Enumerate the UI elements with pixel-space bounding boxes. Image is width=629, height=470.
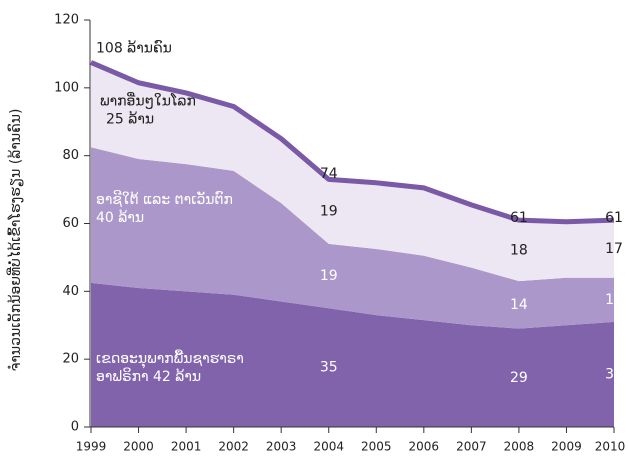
y-tick-label: 100 [54, 80, 79, 95]
total-label: 74 [320, 166, 338, 182]
total-label: 61 [510, 210, 528, 226]
x-tick-label: 1999 [76, 440, 107, 454]
x-tick-label: 2003 [266, 440, 297, 454]
x-tick-label: 2009 [551, 440, 582, 454]
series-name-line: ເຂດອະນຸພາກພື້ນຊາຮາຣາ [96, 349, 244, 368]
area [91, 147, 614, 329]
x-tick-label: 2004 [313, 440, 344, 454]
data-label: 19 [320, 268, 338, 284]
series-name-line: 40 ລ້ານ [96, 209, 144, 226]
x-tick-label: 2007 [456, 440, 487, 454]
y-tick-label: 20 [62, 352, 79, 367]
series-name: ພາກອື່ນໆໃນໂລກ 25 ລ້ານ [100, 91, 196, 127]
series-name-line: 25 ລ້ານ [106, 110, 154, 127]
y-tick-label: 60 [62, 216, 79, 231]
area [91, 282, 614, 427]
series-name: ເຂດອະນຸພາກພື້ນຊາຮາຣາອາຟຣິກາ 42 ລ້ານ [96, 349, 244, 385]
x-tick-label: 2001 [171, 440, 202, 454]
data-label: 13 [605, 292, 623, 308]
data-label: 17 [605, 241, 623, 257]
annotation: 108 ລ້ານຄົນ [96, 39, 172, 56]
total-line [90, 60, 615, 225]
data-label: 35 [320, 360, 338, 376]
y-tick-label: 120 [54, 13, 79, 28]
total-label: 61 [605, 210, 623, 226]
series-name-line: ພາກອື່ນໆໃນໂລກ [100, 91, 196, 109]
y-tick-label: 40 [62, 284, 79, 299]
x-tick-label: 2000 [123, 440, 154, 454]
y-axis-label: ຈຳນວນເດັກນ້ອຍທີ່ບໍ່ໄດ້ເຂົ້າໂຮງຮຽນ (ລ້ານຄ… [6, 109, 24, 372]
series-name: ອາຊີໃຕ້ ແລະ ຕາເວັນຕົກ 40 ລ້ານ [96, 190, 233, 226]
data-label: 29 [510, 370, 528, 386]
x-tick-label: 2005 [361, 440, 392, 454]
y-tick-label: 80 [62, 148, 79, 163]
x-tick-label: 2008 [504, 440, 535, 454]
series-name-line: ອາຊີໃຕ້ ແລະ ຕາເວັນຕົກ [96, 190, 233, 208]
data-label: 18 [510, 243, 528, 259]
area [91, 62, 614, 282]
x-tick-label: 2010 [595, 440, 626, 454]
data-label: 31 [605, 366, 623, 382]
series-name-line: ອາຟຣິກາ 42 ລ້ານ [96, 367, 201, 385]
x-tick-label: 2006 [409, 440, 440, 454]
data-label: 19 [320, 204, 338, 220]
x-tick-label: 2002 [218, 440, 249, 454]
y-tick-label: 0 [71, 420, 79, 435]
data-label: 14 [510, 297, 528, 313]
